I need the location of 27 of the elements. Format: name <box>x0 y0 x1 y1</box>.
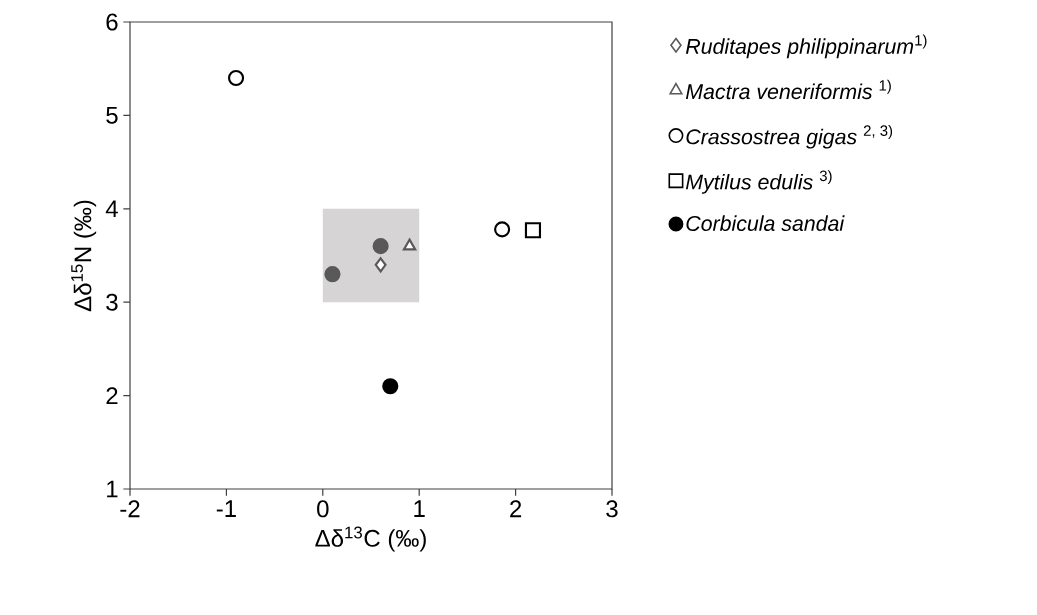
point <box>402 238 417 251</box>
y-tick-label: 5 <box>106 107 118 124</box>
x-tick-label: 2 <box>510 500 522 518</box>
x-tick-label: -2 <box>120 500 140 518</box>
x-tick-label: 0 <box>317 500 329 518</box>
x-tick-label: -1 <box>216 500 236 517</box>
point <box>382 378 399 395</box>
legend-label: Ruditapes philippinarum$^{1)}$ <box>685 34 927 59</box>
legend-label: Mactra veneriformis $^{1)}$ <box>685 79 891 100</box>
y-tick-label: 4 <box>105 200 118 218</box>
legend-label: Mytilus edulis $^{3)}$ <box>685 170 832 194</box>
point <box>374 257 387 273</box>
point <box>494 221 511 238</box>
legend-label: Corbicula sandai <box>686 215 845 232</box>
point <box>524 222 542 239</box>
y-tick-label: 6 <box>106 13 118 31</box>
point <box>324 266 341 283</box>
x-tick-label: 1 <box>414 500 425 517</box>
x-axis-title: Δδ$^{13}$C (‰) <box>315 526 426 552</box>
point <box>227 69 245 87</box>
y-axis-title: Δδ$^{15}$N (‰) <box>71 200 97 312</box>
y-tick-label: 1 <box>107 480 118 498</box>
legend-label: Crassostrea gigas $^{2, 3)}$ <box>686 124 893 149</box>
y-tick-label: 2 <box>106 387 118 404</box>
x-tick-label: 3 <box>606 500 618 518</box>
y-tick-label: 3 <box>106 293 118 311</box>
point <box>372 238 389 255</box>
